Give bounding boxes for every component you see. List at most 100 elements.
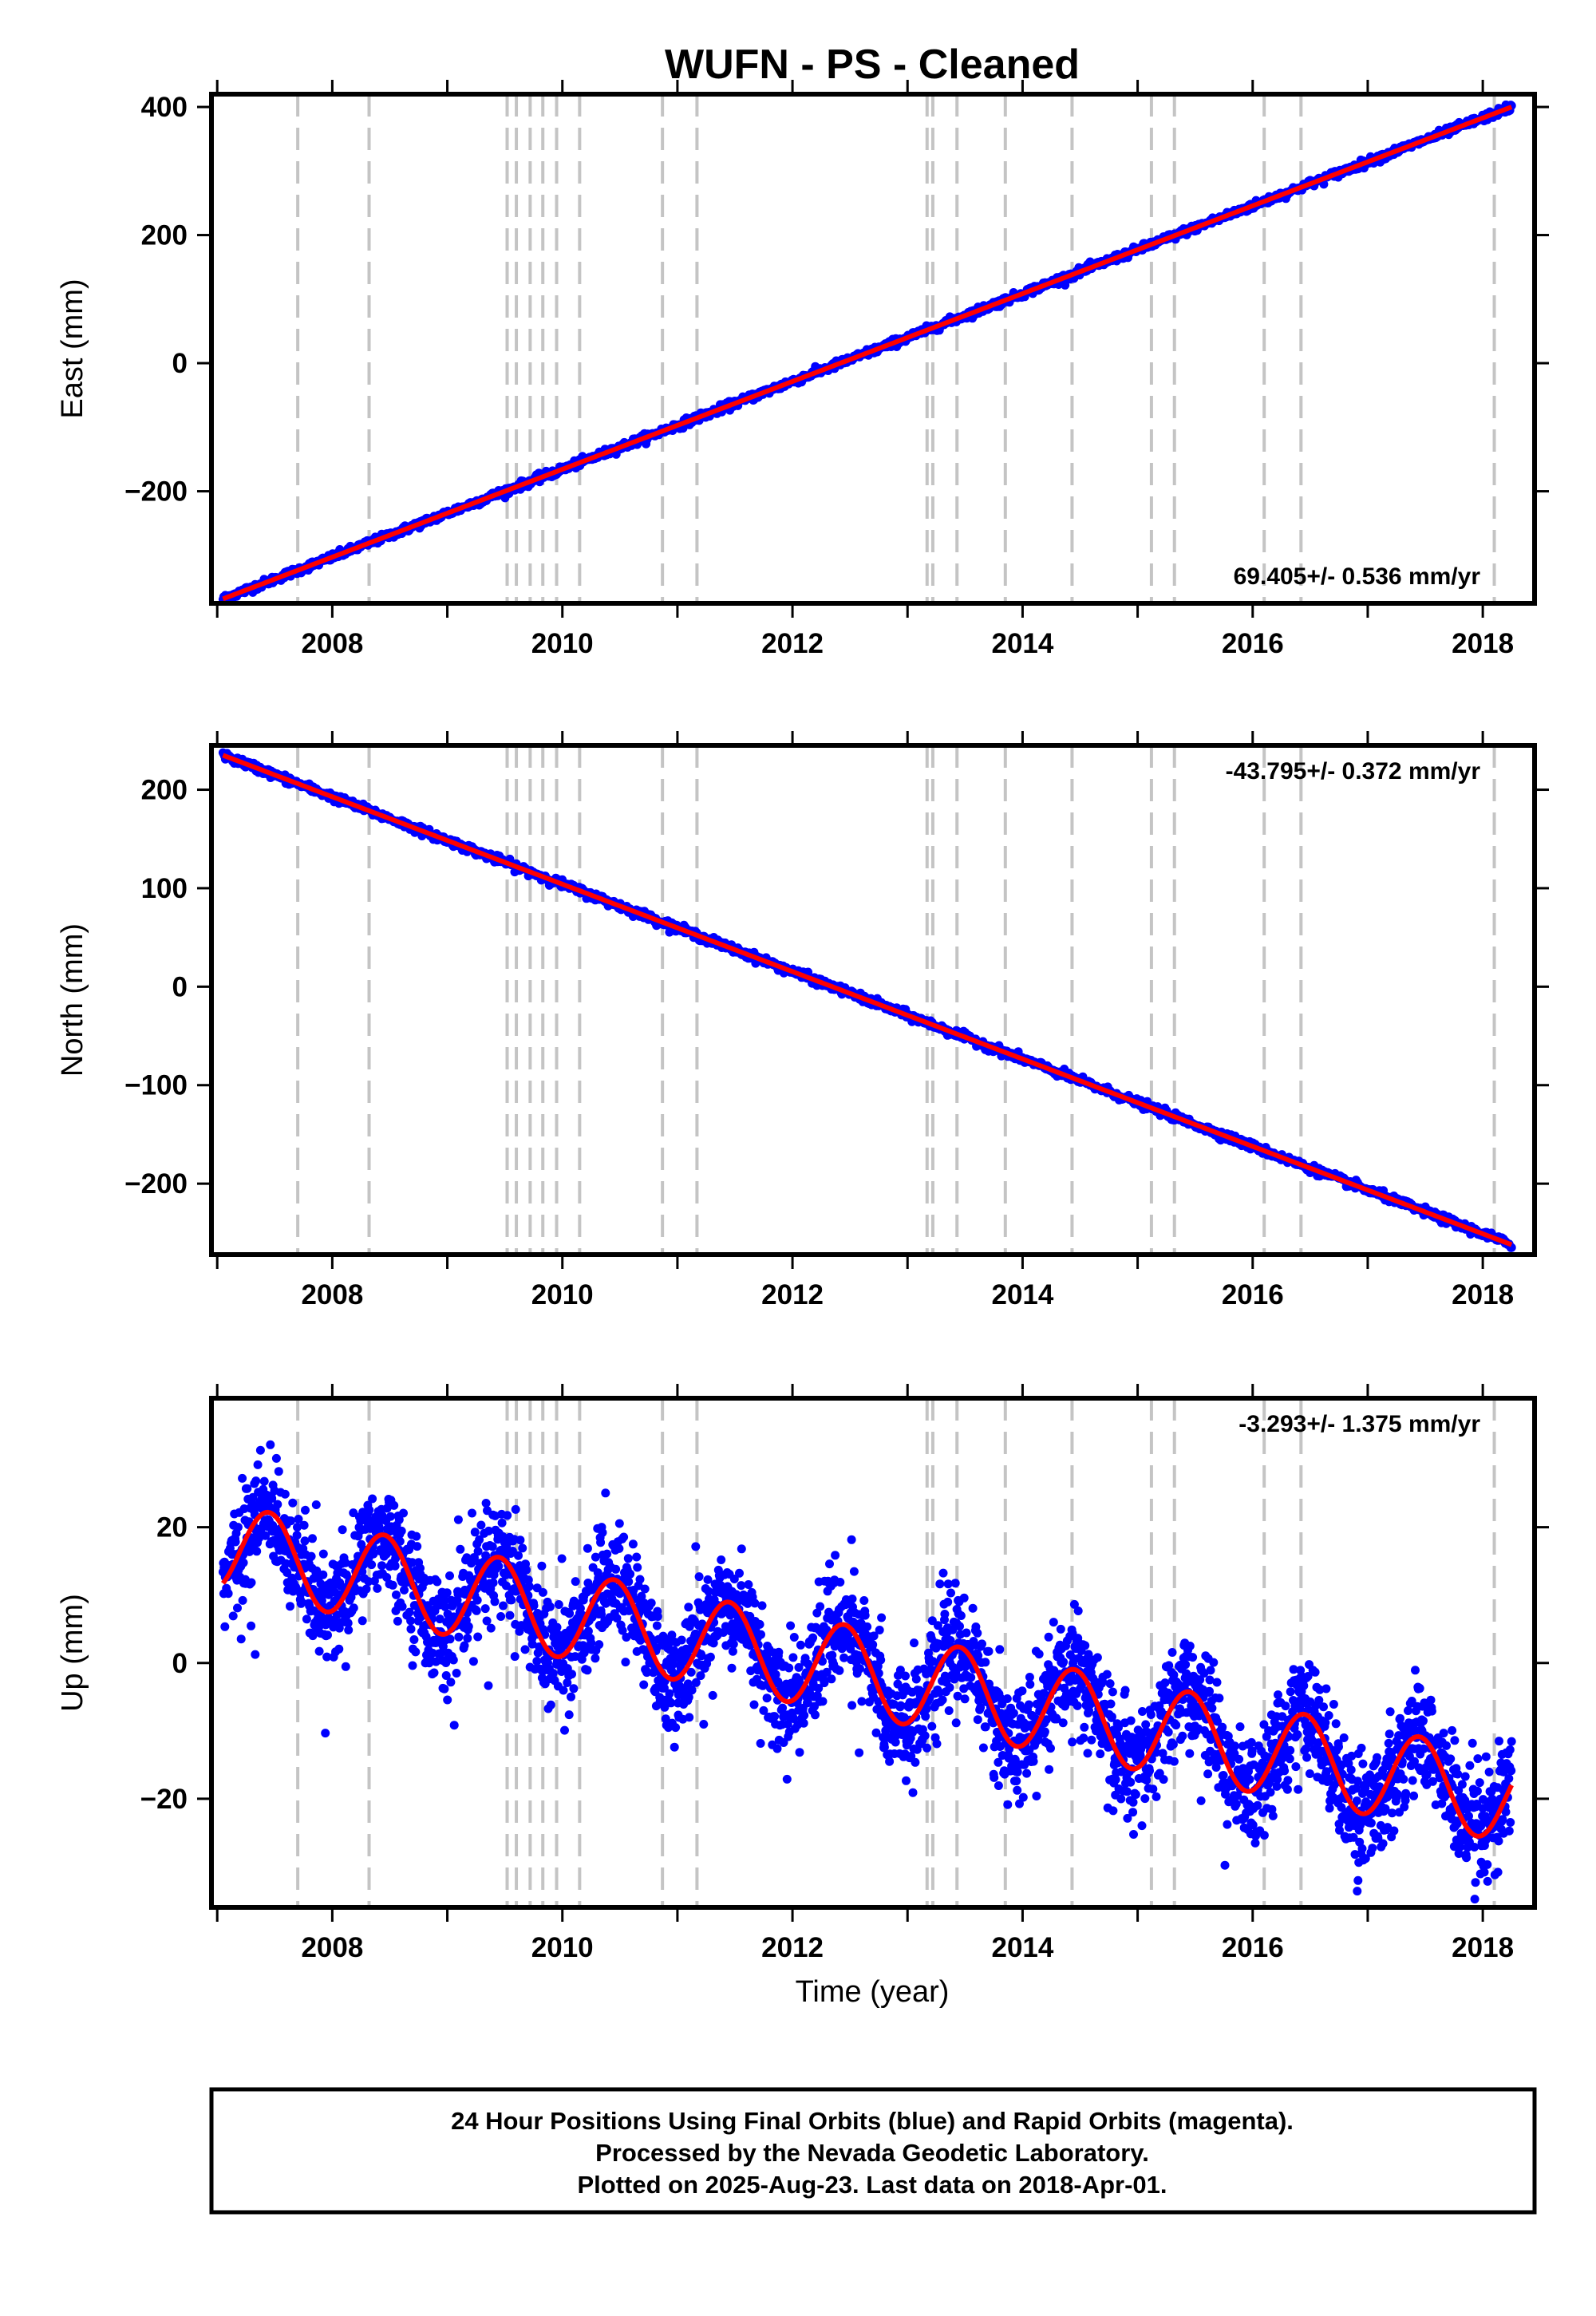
data-point (684, 1603, 693, 1612)
data-point (490, 1597, 500, 1607)
data-point (367, 1560, 377, 1570)
y-tick-label: 200 (141, 775, 188, 806)
data-point (598, 1528, 607, 1537)
data-point (737, 1544, 746, 1554)
data-point (365, 1505, 374, 1515)
data-point (795, 1748, 804, 1757)
east-panel: 2008 2010 2012 2014 2016 2018−2000200400East … (56, 80, 1549, 659)
data-point (685, 1713, 694, 1722)
data-point (239, 1558, 248, 1567)
data-point (247, 1578, 256, 1587)
data-point (717, 1555, 726, 1564)
data-point (691, 1678, 701, 1687)
data-point (499, 1601, 508, 1611)
data-point (808, 1633, 818, 1642)
data-point (614, 1519, 624, 1528)
data-point (771, 1670, 780, 1679)
data-point (727, 1663, 737, 1673)
data-point (814, 1684, 824, 1693)
y-tick-label: 100 (141, 873, 188, 904)
data-point (614, 1543, 624, 1553)
data-point (591, 1654, 600, 1663)
data-point (255, 1445, 265, 1455)
data-point (694, 1572, 704, 1582)
data-point (453, 1515, 463, 1524)
data-point (446, 1678, 456, 1687)
data-point (772, 1744, 782, 1753)
data-point (409, 1635, 419, 1644)
y-tick-label: 400 (141, 92, 188, 123)
data-point (668, 1659, 678, 1669)
data-point (611, 1564, 621, 1574)
data-point (786, 1621, 796, 1630)
x-tick-label: 2010 (531, 1279, 594, 1310)
data-point (488, 1542, 497, 1551)
y-tick-label: 200 (141, 220, 188, 251)
data-point (699, 1720, 709, 1729)
data-point (718, 1608, 728, 1618)
data-point (233, 1603, 242, 1613)
data-point (238, 1473, 247, 1483)
data-point (448, 1655, 458, 1665)
chart-title: WUFN - PS - Cleaned (665, 41, 1080, 88)
data-point (299, 1520, 309, 1530)
data-point (358, 1567, 367, 1576)
data-point (548, 1669, 558, 1678)
data-point (537, 1561, 547, 1571)
data-point (251, 1650, 260, 1659)
data-point (233, 1523, 243, 1532)
data-point (445, 1571, 454, 1580)
data-point (266, 1440, 275, 1449)
data-point (784, 1663, 794, 1673)
data-point (468, 1657, 478, 1666)
data-point (390, 1561, 400, 1571)
data-point (824, 1607, 834, 1617)
data-point (729, 1575, 739, 1583)
data-point (505, 1611, 515, 1620)
data-point (308, 1534, 317, 1543)
x-tick-label: 2012 (761, 628, 824, 659)
data-point (563, 1678, 572, 1687)
data-point (705, 1652, 715, 1662)
y-tick-label: −200 (124, 1168, 188, 1199)
data-point (799, 1718, 808, 1728)
data-point (670, 1742, 679, 1752)
data-point (449, 1721, 459, 1730)
data-point (677, 1635, 686, 1645)
data-point (341, 1662, 350, 1671)
data-point (293, 1523, 302, 1532)
rate-label: 69.405+/- 0.536 mm/yr (1234, 563, 1481, 590)
data-point (238, 1595, 247, 1605)
data-point (306, 1551, 316, 1561)
data-point (653, 1612, 662, 1621)
data-point (271, 1453, 281, 1463)
data-point (473, 1547, 483, 1556)
data-point (743, 1599, 753, 1608)
data-point (770, 1712, 780, 1721)
data-point (220, 1622, 230, 1631)
data-point (709, 1638, 718, 1648)
data-point (472, 1595, 482, 1605)
data-point (619, 1532, 629, 1542)
data-point (639, 1680, 649, 1690)
data-point (567, 1670, 576, 1679)
data-point (703, 1575, 713, 1584)
data-point (569, 1684, 579, 1694)
data-point (494, 1562, 504, 1571)
data-point (356, 1516, 365, 1526)
y-tick-label: 0 (172, 348, 188, 379)
data-point (755, 1619, 764, 1629)
data-point (294, 1515, 303, 1524)
data-point (803, 1698, 812, 1708)
data-point (527, 1639, 537, 1649)
data-point (346, 1593, 356, 1602)
data-point (646, 1599, 656, 1608)
data-point (412, 1531, 421, 1541)
data-point (406, 1624, 416, 1634)
data-point (800, 1710, 809, 1720)
data-point (251, 1476, 261, 1486)
data-point (292, 1531, 302, 1540)
data-point (822, 1625, 832, 1634)
x-tick-label: 2018 (1452, 628, 1514, 659)
data-point (286, 1516, 295, 1526)
